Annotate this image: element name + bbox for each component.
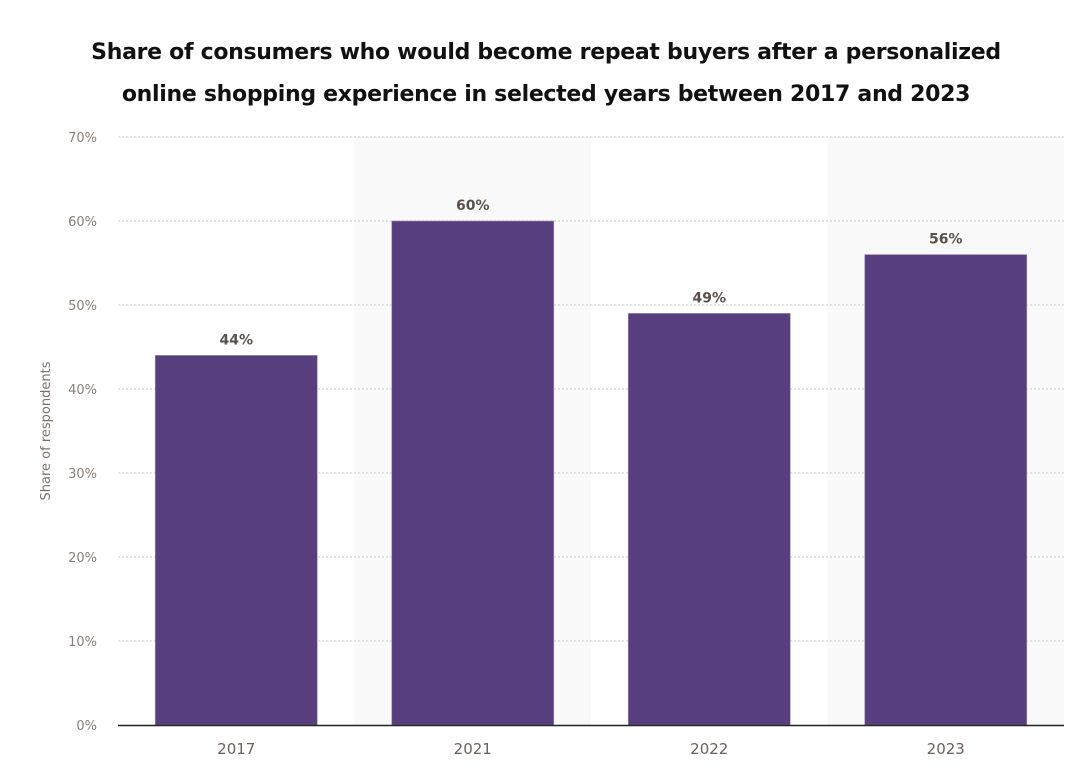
x-tick-label: 2021 (454, 740, 492, 758)
data-label: 44% (219, 332, 253, 348)
data-label: 60% (456, 198, 490, 214)
chart-title: Share of consumers who would become repe… (0, 32, 1092, 116)
y-tick-label: 0% (76, 719, 97, 734)
data-label: 49% (692, 290, 726, 306)
x-tick-label: 2022 (690, 740, 728, 758)
chart-title-line-2: online shopping experience in selected y… (121, 82, 971, 107)
y-tick-label: 40% (68, 383, 97, 398)
y-tick-label: 10% (68, 635, 97, 650)
bars (154, 220, 1028, 726)
y-axis-label: Share of respondents (39, 361, 54, 500)
y-axis-ticks: 0% 10% 20% 30% 40% 50% 60% 70% (68, 131, 97, 734)
chart-title-line-1: Share of consumers who would become repe… (91, 40, 1001, 65)
bar-2023[interactable] (864, 254, 1028, 726)
x-axis-ticks: 2017 2021 2022 2023 (217, 740, 965, 758)
y-tick-label: 20% (68, 551, 97, 566)
x-tick-label: 2017 (217, 740, 255, 758)
data-labels: 44% 60% 49% 56% (219, 198, 962, 348)
y-tick-label: 30% (68, 467, 97, 482)
x-tick-label: 2023 (927, 740, 965, 758)
bar-2022[interactable] (627, 313, 791, 726)
bar-2021[interactable] (391, 220, 555, 726)
y-tick-label: 60% (68, 215, 97, 230)
data-label: 56% (929, 232, 963, 248)
bar-2017[interactable] (154, 355, 318, 726)
y-tick-label: 70% (68, 131, 97, 146)
y-tick-label: 50% (68, 299, 97, 314)
